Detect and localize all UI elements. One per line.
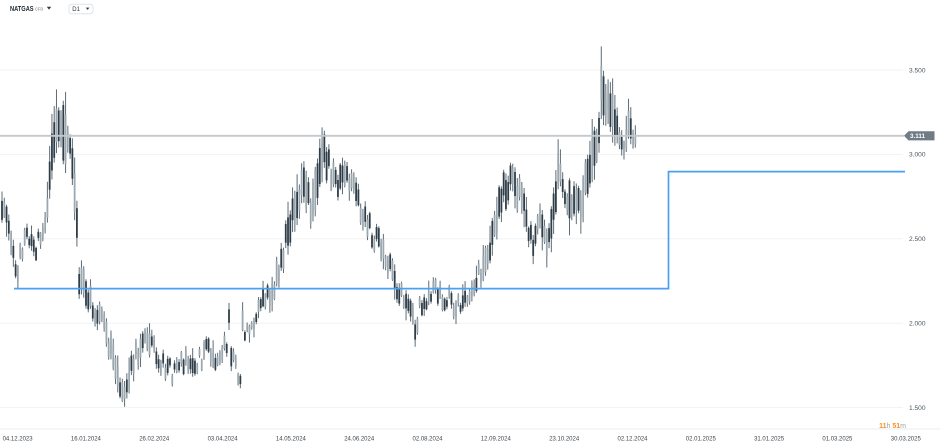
svg-text:D1: D1 <box>72 7 80 13</box>
svg-text:02.12.2024: 02.12.2024 <box>618 435 648 442</box>
svg-text:2.000: 2.000 <box>909 321 926 328</box>
svg-text:3.111: 3.111 <box>910 133 926 140</box>
svg-text:NATGAS: NATGAS <box>10 4 34 13</box>
svg-text:3.500: 3.500 <box>909 67 926 74</box>
svg-text:30.03.2025: 30.03.2025 <box>891 435 921 442</box>
svg-text:11h 51m: 11h 51m <box>879 423 906 430</box>
svg-text:CFD: CFD <box>35 7 44 12</box>
svg-text:31.01.2025: 31.01.2025 <box>754 435 784 442</box>
svg-text:16.01.2024: 16.01.2024 <box>71 435 101 442</box>
svg-text:02.08.2024: 02.08.2024 <box>413 435 443 442</box>
svg-text:26.02.2024: 26.02.2024 <box>139 435 169 442</box>
svg-text:02.01.2025: 02.01.2025 <box>686 435 716 442</box>
svg-text:24.06.2024: 24.06.2024 <box>344 435 374 442</box>
svg-text:03.04.2024: 03.04.2024 <box>208 435 238 442</box>
svg-text:04.12.2023: 04.12.2023 <box>3 435 33 442</box>
svg-text:12.09.2024: 12.09.2024 <box>481 435 511 442</box>
svg-text:14.05.2024: 14.05.2024 <box>276 435 306 442</box>
svg-text:3.000: 3.000 <box>909 152 926 159</box>
svg-text:01.03.2025: 01.03.2025 <box>822 435 852 442</box>
svg-text:2.500: 2.500 <box>909 236 926 243</box>
svg-text:1.500: 1.500 <box>909 405 926 412</box>
svg-text:23.10.2024: 23.10.2024 <box>549 435 579 442</box>
